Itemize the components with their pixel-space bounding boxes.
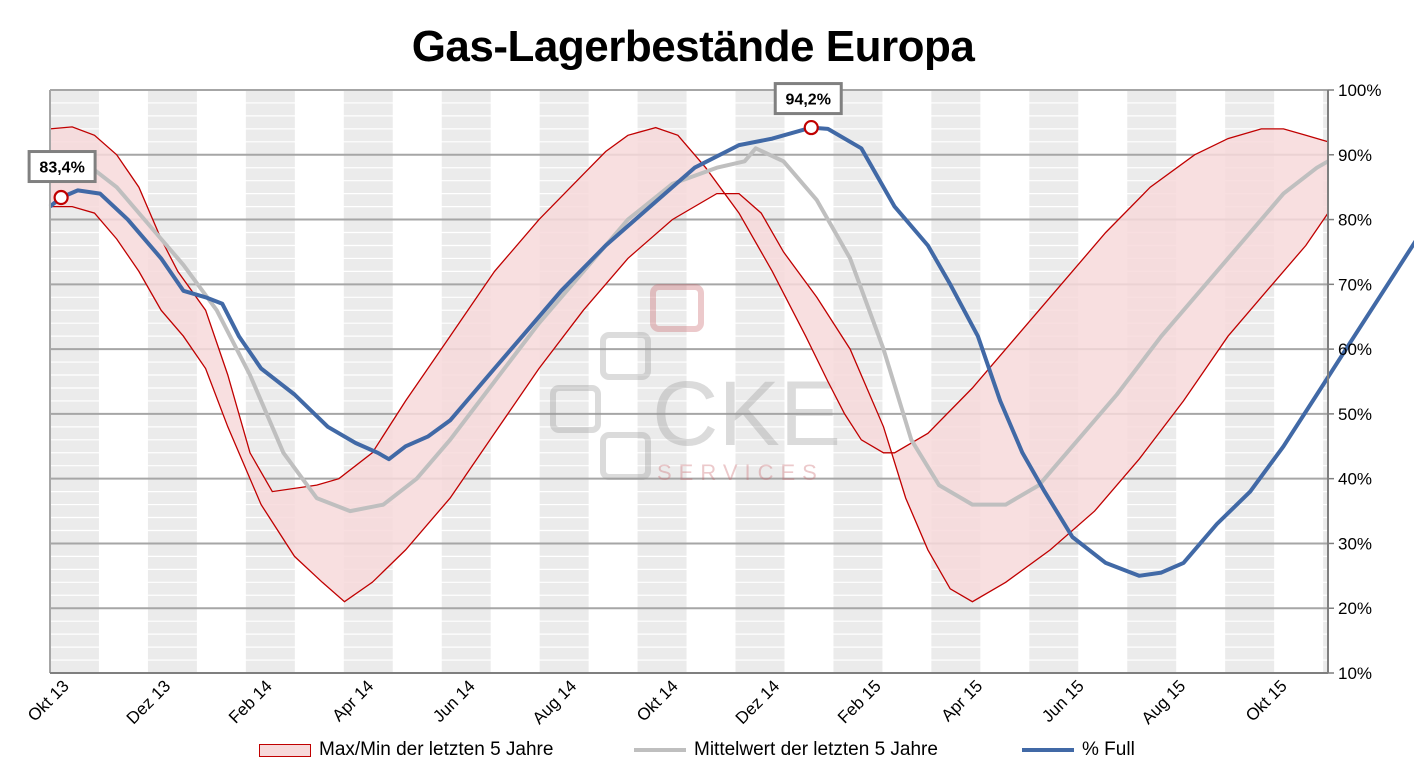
legend-label-mean: Mittelwert der letzten 5 Jahre	[694, 739, 938, 760]
callout-marker	[803, 119, 819, 136]
chart-title: Gas-Lagerbestände Europa	[411, 22, 975, 71]
callout-box	[773, 82, 843, 116]
callout-marker	[53, 189, 69, 206]
legend-item-mean: Mittelwert der letzten 5 Jahre	[634, 738, 938, 762]
series-line-mean	[49, 146, 1329, 514]
legend-swatch-full	[1022, 748, 1074, 752]
x-tick-label: Okt 15	[1242, 676, 1291, 725]
legend-item-band: Max/Min der letzten 5 Jahre	[259, 738, 553, 762]
y-tick-label: 60%	[1338, 340, 1372, 359]
month-stripe	[147, 90, 197, 673]
legend-label-full: % Full	[1082, 739, 1135, 760]
y-tick-label: 20%	[1338, 599, 1372, 618]
x-tick-label: Aug 15	[1138, 676, 1190, 728]
callout-box	[27, 150, 97, 184]
y-tick-label: 90%	[1338, 146, 1372, 165]
legend-label-band: Max/Min der letzten 5 Jahre	[319, 739, 554, 760]
watermark-square	[600, 332, 651, 380]
x-tick-label: Dez 14	[732, 676, 784, 728]
x-tick-label: Okt 13	[24, 676, 73, 725]
axes	[49, 90, 1329, 674]
y-tick-label: 100%	[1338, 81, 1381, 100]
x-tick-labels: Okt 13 Dez 13 Feb 14 Apr 14 Jun 14 Aug 14 Okt …	[24, 676, 1291, 728]
legend-swatch-band	[259, 743, 311, 757]
y-tick-label: 40%	[1338, 470, 1372, 489]
band-max-line	[49, 126, 1329, 493]
series-lines	[48, 125, 1414, 578]
x-tick-label: Dez 13	[123, 676, 175, 728]
y-tick-label: 10%	[1338, 664, 1372, 683]
legend-item-full: % Full	[1022, 738, 1135, 762]
y-tick-label: 70%	[1338, 275, 1372, 294]
x-tick-label: Jun 14	[429, 676, 479, 726]
x-tick-label: Aug 14	[529, 676, 581, 728]
y-tick-label: 50%	[1338, 405, 1372, 424]
watermark-square	[650, 284, 704, 332]
value-callouts: 83,4%94,2%83,7%	[27, 82, 843, 206]
y-tick-label: 80%	[1338, 211, 1372, 230]
x-tick-label: Feb 14	[225, 676, 276, 727]
watermark-text: CKE	[652, 363, 841, 465]
series-line-full	[48, 125, 1414, 578]
y-tick-label: 30%	[1338, 534, 1372, 553]
x-tick-label: Apr 15	[937, 676, 986, 725]
band-fill	[50, 126, 1328, 602]
callout-label: 83,4%	[39, 160, 84, 177]
max-min-band	[49, 126, 1329, 603]
watermark-square	[550, 385, 601, 433]
x-tick-label: Apr 14	[328, 676, 377, 725]
x-tick-label: Feb 15	[834, 676, 885, 727]
callout-label: 94,2%	[786, 92, 831, 109]
watermark-square	[600, 432, 651, 480]
month-stripe	[735, 90, 785, 673]
band-min-line	[50, 192, 1329, 603]
x-tick-label: Okt 14	[633, 676, 682, 725]
y-tick-labels: 10% 20% 30% 40% 50% 60% 70% 80% 90% 100%	[1328, 81, 1381, 683]
legend: Max/Min der letzten 5 Jahre Mittelwert d…	[0, 738, 1414, 762]
watermark-subtext: SERVICES	[657, 460, 824, 485]
x-tick-label: Jun 15	[1038, 676, 1088, 726]
legend-swatch-mean	[634, 748, 686, 752]
